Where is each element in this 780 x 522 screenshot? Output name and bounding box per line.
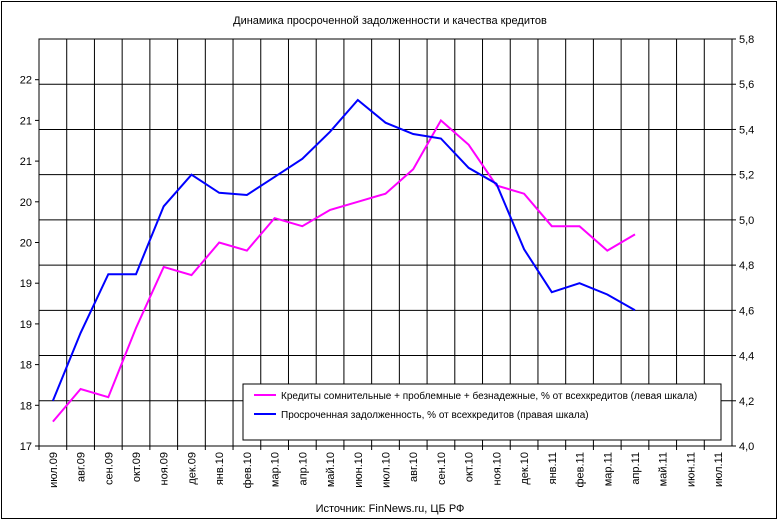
legend-label-series-1: Кредиты сомнительные + проблемные + безн… (281, 390, 697, 402)
left-tick-label: 19 (20, 278, 32, 290)
legend: Кредиты сомнительные + проблемные + безн… (242, 383, 722, 441)
right-tick-label: 5,0 (739, 215, 754, 227)
x-tick-label: фев.10 (242, 452, 254, 488)
x-tick-label: апр.10 (297, 452, 309, 485)
x-tick-label: дек.09 (186, 452, 198, 485)
x-tick-label: янв.10 (214, 452, 226, 485)
x-tick-label: июн.10 (353, 452, 365, 488)
x-tick-label: июл.11 (713, 452, 725, 487)
x-tick-label: фев.11 (575, 452, 587, 488)
right-tick-label: 4,4 (739, 351, 754, 363)
left-tick-label: 17 (20, 441, 32, 453)
x-tick-label: июл.09 (48, 452, 60, 488)
x-tick-label: янв.11 (547, 452, 559, 484)
left-tick-label: 19 (20, 319, 32, 331)
x-tick-label: сен.09 (103, 452, 115, 485)
right-tick-label: 4,0 (739, 441, 754, 453)
x-tick-label: авг.10 (408, 452, 420, 482)
x-tick-label: май.11 (658, 452, 670, 486)
left-tick-label: 20 (20, 197, 32, 209)
x-tick-label: ноя.10 (491, 452, 503, 485)
x-tick-label: дек.10 (519, 452, 531, 485)
x-tick-label: май.10 (325, 452, 337, 487)
left-tick-label: 22 (20, 75, 32, 87)
x-axis-ticks: июл.09 авг.09 сен.09 окт.09 ноя.09 дек.09 янв.… (38, 446, 725, 488)
right-tick-label: 4,8 (739, 260, 754, 272)
right-tick-label: 5,4 (739, 124, 754, 136)
x-tick-label: апр.11 (630, 452, 642, 485)
right-tick-label: 5,2 (739, 170, 754, 182)
left-tick-label: 18 (20, 400, 32, 412)
x-tick-label: июн.11 (685, 452, 697, 487)
legend-box (242, 383, 722, 441)
left-tick-label: 18 (20, 360, 32, 372)
series-line-1 (52, 118, 636, 423)
chart-title: Динамика просроченной задолженности и ка… (233, 15, 547, 27)
right-axis-ticks: 4,0 4,2 4,4 4,6 4,8 5,0 5,2 5,4 5,6 5,8 (732, 34, 754, 453)
source-note: Источник: FinNews.ru, ЦБ РФ (316, 503, 465, 515)
right-tick-label: 4,2 (739, 396, 754, 408)
x-tick-label: мар.11 (602, 452, 614, 486)
left-tick-label: 20 (20, 238, 32, 250)
right-tick-label: 5,8 (739, 34, 754, 46)
right-tick-label: 4,6 (739, 305, 754, 317)
left-tick-label: 21 (20, 115, 32, 127)
series-line-2 (51, 98, 636, 402)
x-tick-label: ноя.09 (159, 452, 171, 485)
series-group (51, 98, 636, 423)
left-axis-ticks: 17 18 18 19 19 20 20 21 21 22 (20, 75, 39, 453)
legend-label-series-2: Просроченная задолженность, % от всехкре… (281, 410, 589, 421)
x-tick-label: окт.10 (464, 452, 476, 482)
x-tick-label: сен.10 (436, 452, 448, 485)
left-tick-label: 21 (20, 156, 32, 168)
x-tick-label: окт.09 (131, 452, 143, 482)
x-tick-label: мар.10 (270, 452, 282, 487)
x-tick-label: июл.10 (381, 452, 393, 488)
x-tick-label: авг.09 (76, 452, 88, 482)
right-tick-label: 5,6 (739, 79, 754, 91)
